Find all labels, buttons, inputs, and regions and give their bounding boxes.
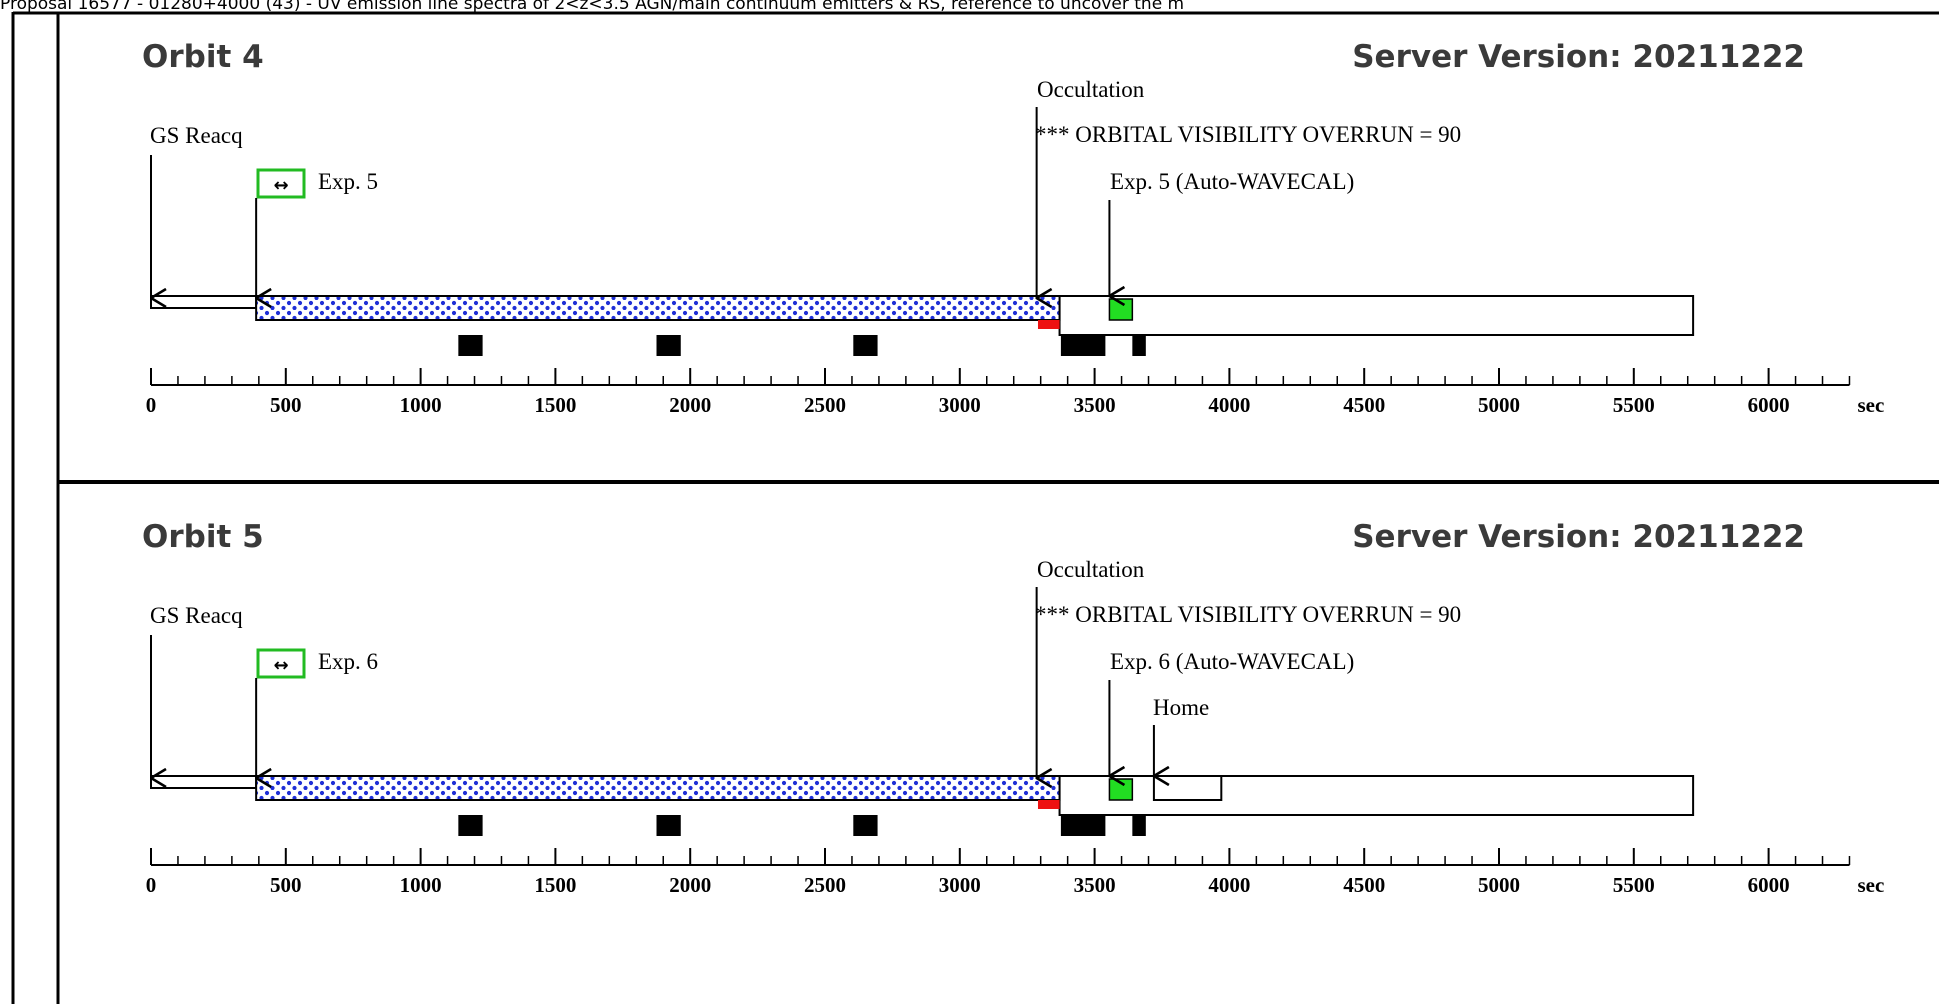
event-block	[1132, 815, 1146, 836]
wavecal-bar	[1108, 298, 1134, 321]
gs-reacq-bar	[150, 775, 258, 789]
tick-label: 500	[270, 393, 302, 417]
tick-label: 500	[270, 873, 302, 897]
orbit-title: Orbit 4	[142, 39, 264, 75]
gs-reacq-label: GS Reacq	[150, 123, 243, 148]
tick-label: 5000	[1478, 873, 1520, 897]
server-version: Server Version: 20211222	[1352, 39, 1805, 75]
tick-label: 3000	[939, 393, 981, 417]
tick-label: 1000	[400, 393, 442, 417]
exposure-label: Exp. 5	[318, 169, 378, 194]
gs-reacq-bar	[150, 295, 258, 309]
home-label: Home	[1153, 695, 1209, 720]
exposure-icon-box	[256, 648, 306, 679]
tick-label: 2000	[669, 393, 711, 417]
header-text: Proposal 16577 - 01280+4000 (43) - UV em…	[0, 0, 1185, 14]
event-block	[656, 815, 681, 836]
tick-label: 4000	[1208, 393, 1250, 417]
event-block	[853, 335, 878, 356]
event-block	[458, 335, 483, 356]
double-arrow-icon: ↔	[273, 175, 288, 196]
overrun-label: *** ORBITAL VISIBILITY OVERRUN = 90	[1035, 602, 1461, 627]
wavecal-label: Exp. 5 (Auto-WAVECAL)	[1110, 169, 1354, 194]
tick-label: 6000	[1748, 873, 1790, 897]
tick-label: 3000	[939, 873, 981, 897]
gs-reacq-label: GS Reacq	[150, 603, 243, 628]
event-block	[458, 815, 483, 836]
exposure-bar	[255, 295, 1061, 321]
event-block	[1060, 335, 1106, 356]
event-block	[656, 335, 681, 356]
tick-label: 4500	[1343, 873, 1385, 897]
exposure-icon-box	[256, 168, 306, 199]
occultation-label: Occultation	[1037, 557, 1145, 582]
tick-label: 2500	[804, 873, 846, 897]
exposure-duration-icon: ↔	[256, 648, 306, 679]
orbit-panel: Orbit 5 Server Version: 20211222 GS Reacq O…	[142, 519, 1884, 897]
tick-label: 0	[146, 873, 157, 897]
occultation-label: Occultation	[1037, 77, 1145, 102]
tick-label: 1500	[534, 873, 576, 897]
double-arrow-icon: ↔	[273, 655, 288, 676]
axis-unit: sec	[1857, 393, 1884, 417]
server-version: Server Version: 20211222	[1352, 519, 1805, 555]
tick-label: 1000	[400, 873, 442, 897]
wavecal-label: Exp. 6 (Auto-WAVECAL)	[1110, 649, 1354, 674]
overrun-label: *** ORBITAL VISIBILITY OVERRUN = 90	[1035, 122, 1461, 147]
orbit-title: Orbit 5	[142, 519, 264, 555]
occultation-red-segment	[1037, 800, 1060, 809]
occultation-red-segment	[1037, 320, 1060, 329]
tick-label: 2000	[669, 873, 711, 897]
home-bar	[1152, 775, 1223, 801]
tick-label: 5500	[1613, 873, 1655, 897]
exposure-bar	[255, 775, 1061, 801]
event-block	[853, 815, 878, 836]
tick-label: 3500	[1074, 393, 1116, 417]
orbit-panel: Orbit 4 Server Version: 20211222 GS Reacq O…	[142, 39, 1884, 417]
exposure-duration-icon: ↔	[256, 168, 306, 199]
wavecal-bar	[1108, 778, 1134, 801]
visibility-bar	[1058, 295, 1695, 336]
tick-label: 4000	[1208, 873, 1250, 897]
tick-label: 6000	[1748, 393, 1790, 417]
tick-label: 0	[146, 393, 157, 417]
tick-label: 2500	[804, 393, 846, 417]
event-block	[1060, 815, 1106, 836]
tick-label: 4500	[1343, 393, 1385, 417]
tick-label: 1500	[534, 393, 576, 417]
exposure-label: Exp. 6	[318, 649, 378, 674]
tick-label: 3500	[1074, 873, 1116, 897]
tick-label: 5500	[1613, 393, 1655, 417]
axis-unit: sec	[1857, 873, 1884, 897]
event-block	[1132, 335, 1146, 356]
time-axis: 0 500 1000 1500 2000 2500 3000 3500 4000 4500 5000…	[146, 848, 1884, 897]
tick-label: 5000	[1478, 393, 1520, 417]
time-axis: 0 500 1000 1500 2000 2500 3000 3500 4000 4500 5000…	[146, 368, 1884, 417]
